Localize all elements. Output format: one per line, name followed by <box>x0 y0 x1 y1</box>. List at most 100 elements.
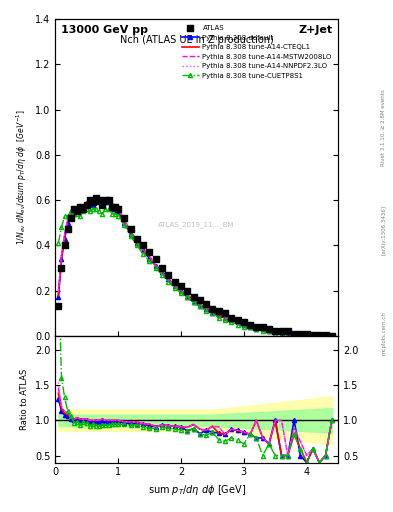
ATLAS <box>253 323 259 331</box>
ATLAS <box>215 307 222 315</box>
ATLAS <box>99 201 105 209</box>
Pythia 8.308 tune-CUETP8S1 <box>323 333 328 339</box>
ATLAS <box>140 241 146 249</box>
ATLAS <box>316 331 322 339</box>
ATLAS <box>112 203 118 211</box>
Pythia 8.308 default <box>204 306 208 312</box>
Pythia 8.308 tune-A14-NNPDF2.3LO <box>56 288 61 294</box>
ATLAS <box>196 295 203 304</box>
ATLAS <box>68 214 74 222</box>
ATLAS <box>55 302 61 310</box>
Pythia 8.308 tune-A14-MSTW2008LO <box>329 333 334 339</box>
Pythia 8.308 tune-CUETP8S1 <box>128 233 133 239</box>
ATLAS <box>184 287 190 295</box>
Pythia 8.308 tune-A14-NNPDF2.3LO <box>323 333 328 339</box>
Line: Pythia 8.308 tune-CUETP8S1: Pythia 8.308 tune-CUETP8S1 <box>56 207 334 338</box>
Legend: ATLAS, Pythia 8.308 default, Pythia 8.308 tune-A14-CTEQL1, Pythia 8.308 tune-A14: ATLAS, Pythia 8.308 default, Pythia 8.30… <box>179 23 335 81</box>
Pythia 8.308 tune-A14-NNPDF2.3LO <box>329 333 334 339</box>
Pythia 8.308 tune-CUETP8S1 <box>204 308 208 314</box>
Pythia 8.308 default <box>197 303 202 309</box>
Text: Z+Jet: Z+Jet <box>298 25 332 35</box>
ATLAS <box>121 214 127 222</box>
Pythia 8.308 tune-A14-MSTW2008LO <box>128 229 133 235</box>
Pythia 8.308 tune-A14-MSTW2008LO <box>197 301 202 307</box>
ATLAS <box>303 330 310 338</box>
Pythia 8.308 tune-A14-MSTW2008LO <box>56 290 61 296</box>
ATLAS <box>90 198 96 206</box>
Text: ATLAS_2019_11..._BM: ATLAS_2019_11..._BM <box>158 222 235 228</box>
ATLAS <box>71 205 77 213</box>
Pythia 8.308 tune-A14-NNPDF2.3LO <box>197 301 202 307</box>
Pythia 8.308 default <box>56 294 61 301</box>
Pythia 8.308 default <box>323 333 328 339</box>
Text: mcplots.cern.ch: mcplots.cern.ch <box>381 311 386 355</box>
ATLAS <box>93 194 99 202</box>
Pythia 8.308 tune-A14-CTEQL1 <box>128 229 133 235</box>
Pythia 8.308 tune-A14-NNPDF2.3LO <box>185 292 189 298</box>
ATLAS <box>259 323 266 331</box>
Line: Pythia 8.308 tune-A14-CTEQL1: Pythia 8.308 tune-A14-CTEQL1 <box>58 198 332 336</box>
Pythia 8.308 tune-A14-MSTW2008LO <box>94 195 98 201</box>
ATLAS <box>74 207 80 216</box>
ATLAS <box>278 327 285 335</box>
Y-axis label: $1/N_{ev}\ dN_{ev}/dsum\ p_T/d\eta\ d\phi\ \ [GeV^{-1}]$: $1/N_{ev}\ dN_{ev}/dsum\ p_T/d\eta\ d\ph… <box>15 110 29 245</box>
ATLAS <box>322 331 329 339</box>
ATLAS <box>64 225 71 233</box>
Text: [arXiv:1306.3436]: [arXiv:1306.3436] <box>381 205 386 255</box>
Pythia 8.308 tune-CUETP8S1 <box>84 206 89 212</box>
ATLAS <box>115 205 121 213</box>
Pythia 8.308 tune-CUETP8S1 <box>329 333 334 339</box>
Y-axis label: Ratio to ATLAS: Ratio to ATLAS <box>20 369 29 430</box>
Text: 13000 GeV pp: 13000 GeV pp <box>61 25 148 35</box>
Pythia 8.308 tune-A14-MSTW2008LO <box>185 292 189 298</box>
ATLAS <box>171 278 178 286</box>
Pythia 8.308 tune-A14-CTEQL1 <box>56 292 61 298</box>
ATLAS <box>291 330 297 338</box>
Pythia 8.308 tune-A14-CTEQL1 <box>323 333 328 339</box>
ATLAS <box>134 234 140 243</box>
ATLAS <box>102 196 108 204</box>
Pythia 8.308 tune-A14-CTEQL1 <box>329 333 334 339</box>
ATLAS <box>165 271 171 279</box>
ATLAS <box>86 196 93 204</box>
Pythia 8.308 tune-A14-MSTW2008LO <box>204 306 208 312</box>
Pythia 8.308 default <box>229 317 233 323</box>
Pythia 8.308 tune-CUETP8S1 <box>197 303 202 309</box>
Pythia 8.308 tune-A14-MSTW2008LO <box>323 333 328 339</box>
Pythia 8.308 tune-A14-NNPDF2.3LO <box>204 306 208 312</box>
Pythia 8.308 tune-A14-CTEQL1 <box>84 199 89 205</box>
ATLAS <box>80 205 86 213</box>
Pythia 8.308 tune-CUETP8S1 <box>229 319 233 325</box>
Pythia 8.308 tune-A14-MSTW2008LO <box>84 199 89 205</box>
Pythia 8.308 tune-A14-CTEQL1 <box>197 301 202 307</box>
Pythia 8.308 tune-A14-MSTW2008LO <box>229 317 233 323</box>
Pythia 8.308 default <box>84 202 89 208</box>
ATLAS <box>272 327 278 335</box>
Pythia 8.308 default <box>94 197 98 203</box>
ATLAS <box>285 327 291 335</box>
Text: Nch (ATLAS UE in Z production): Nch (ATLAS UE in Z production) <box>120 35 274 45</box>
Pythia 8.308 default <box>329 333 334 339</box>
Pythia 8.308 tune-A14-CTEQL1 <box>204 306 208 312</box>
ATLAS <box>127 225 134 233</box>
Text: Rivet 3.1.10, ≥ 2.8M events: Rivet 3.1.10, ≥ 2.8M events <box>381 90 386 166</box>
Pythia 8.308 tune-CUETP8S1 <box>185 294 189 301</box>
ATLAS <box>329 332 335 340</box>
Pythia 8.308 tune-A14-CTEQL1 <box>229 317 233 323</box>
ATLAS <box>241 318 247 326</box>
Pythia 8.308 tune-A14-NNPDF2.3LO <box>94 195 98 201</box>
ATLAS <box>152 255 159 263</box>
ATLAS <box>61 241 68 249</box>
ATLAS <box>203 300 209 308</box>
Pythia 8.308 default <box>128 231 133 237</box>
ATLAS <box>96 196 102 204</box>
Pythia 8.308 tune-CUETP8S1 <box>56 240 61 246</box>
Line: Pythia 8.308 default: Pythia 8.308 default <box>56 198 334 338</box>
ATLAS <box>209 305 215 313</box>
ATLAS <box>247 321 253 329</box>
Pythia 8.308 default <box>185 294 189 301</box>
Pythia 8.308 tune-A14-CTEQL1 <box>185 292 189 298</box>
ATLAS <box>310 331 316 339</box>
ATLAS <box>266 325 272 333</box>
ATLAS <box>178 282 184 290</box>
